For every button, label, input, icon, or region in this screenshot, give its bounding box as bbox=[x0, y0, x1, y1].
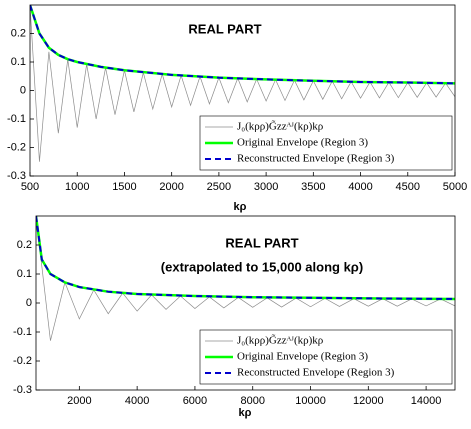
legend-label: Reconstructed Envelope (Region 3) bbox=[237, 153, 395, 165]
subplot: 500 1000 1500 2000 2500 3000 3500 4000 4500 5000 -… bbox=[7, 4, 467, 213]
series-line bbox=[30, 5, 455, 85]
x-tick-label: 3000 bbox=[254, 181, 278, 193]
legend-box bbox=[199, 115, 453, 171]
y-tick-label: -0.2 bbox=[13, 355, 32, 367]
y-tick-label: 0.1 bbox=[11, 56, 26, 68]
legend-label: J₀(kρρ)G̃zzᴬᴶ(kρ)kρ bbox=[237, 119, 324, 132]
legend: J₀(kρρ)G̃zzᴬᴶ(kρ)kρ Original Envelope (Re… bbox=[199, 115, 453, 171]
x-tick-label: 2000 bbox=[67, 395, 91, 407]
x-tick-label: 2500 bbox=[207, 181, 231, 193]
y-tick-label: -0.3 bbox=[13, 384, 32, 396]
legend-label: J₀(kρρ)G̃zzᴬᴶ(kρ)kρ bbox=[237, 333, 324, 346]
y-tick-label: 0 bbox=[26, 297, 32, 309]
x-tick-label: 1000 bbox=[65, 181, 89, 193]
y-tick-label: 0.2 bbox=[11, 27, 26, 39]
legend: J₀(kρρ)G̃zzᴬᴶ(kρ)kρ Original Envelope (Re… bbox=[199, 329, 453, 385]
y-tick-label: -0.3 bbox=[7, 170, 26, 182]
legend-label: Reconstructed Envelope (Region 3) bbox=[237, 367, 395, 379]
series-line bbox=[30, 5, 455, 85]
series-line bbox=[36, 216, 455, 300]
y-tick-label: 0.2 bbox=[17, 239, 32, 251]
y-tick-label: -0.1 bbox=[7, 113, 26, 125]
annotation: REAL PART bbox=[225, 235, 298, 250]
series-line bbox=[36, 216, 455, 341]
x-tick-label: 4500 bbox=[396, 181, 420, 193]
legend-label: Original Envelope (Region 3) bbox=[237, 137, 368, 149]
annotation: REAL PART bbox=[188, 21, 261, 36]
legend-box bbox=[199, 329, 453, 385]
x-tick-label: 1500 bbox=[112, 181, 136, 193]
x-axis-label: kρ bbox=[234, 201, 247, 213]
x-tick-label: 5000 bbox=[443, 181, 467, 193]
x-tick-label: 4000 bbox=[125, 395, 149, 407]
x-tick-label: 6000 bbox=[183, 395, 207, 407]
x-tick-label: 500 bbox=[21, 181, 39, 193]
x-tick-label: 8000 bbox=[240, 395, 264, 407]
annotation: (extrapolated to 15,000 along kρ) bbox=[161, 259, 363, 274]
x-tick-label: 14000 bbox=[411, 395, 442, 407]
x-tick-label: 12000 bbox=[353, 395, 384, 407]
plot-area bbox=[36, 216, 455, 341]
plot-area bbox=[30, 5, 455, 162]
x-tick-label: 10000 bbox=[295, 395, 326, 407]
y-tick-label: 0.1 bbox=[17, 268, 32, 280]
y-tick-label: -0.2 bbox=[7, 141, 26, 153]
x-tick-label: 2000 bbox=[159, 181, 183, 193]
x-tick-label: 4000 bbox=[348, 181, 372, 193]
y-tick-label: 0 bbox=[20, 84, 26, 96]
x-axis-label: kρ bbox=[239, 407, 252, 419]
legend-label: Original Envelope (Region 3) bbox=[237, 351, 368, 363]
subplot: 2000 4000 6000 8000 10000 12000 14000 -0.3 -0.2 -… bbox=[13, 215, 456, 419]
y-tick-label: -0.1 bbox=[13, 326, 32, 338]
series-line bbox=[30, 5, 455, 162]
x-tick-label: 3500 bbox=[301, 181, 325, 193]
series-line bbox=[36, 216, 455, 301]
